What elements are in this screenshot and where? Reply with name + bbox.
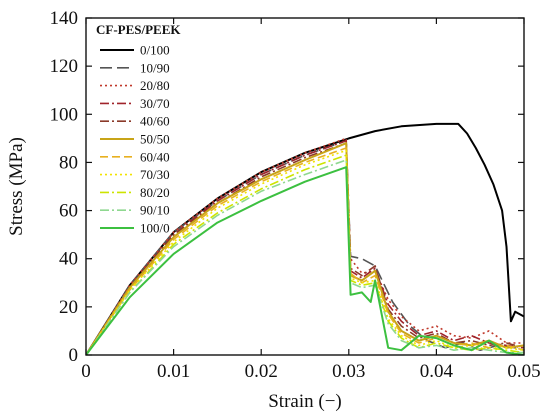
x-tick-label: 0: [81, 361, 91, 382]
series-line-70-30: [86, 149, 524, 355]
series-line-60-40: [86, 147, 524, 355]
series-line-100-0: [86, 166, 524, 355]
series-line-40-60: [86, 142, 524, 355]
y-tick-label: 0: [69, 345, 79, 366]
legend-label-40-60: 40/60: [140, 114, 170, 129]
series-layer: [86, 122, 524, 355]
y-tick-label: 60: [59, 201, 78, 222]
legend-label-20-80: 20/80: [140, 78, 170, 93]
plot-frame: [85, 17, 525, 356]
y-tick-label: 140: [50, 8, 79, 29]
series-line-30-70: [86, 140, 524, 355]
x-tick-label: 0.03: [332, 361, 365, 382]
legend-label-100-0: 100/0: [140, 221, 170, 236]
series-line-0-100: [86, 122, 524, 355]
y-tick-label: 20: [59, 297, 78, 318]
y-tick-label: 120: [50, 56, 79, 77]
legend-label-80-20: 80/20: [140, 185, 170, 200]
ticks-layer: 0 0.01 0.02 0.03 0.04 0.05 0 20 40 60 80 100 120 140: [50, 8, 541, 382]
legend-title: CF-PES/PEEK: [96, 22, 181, 37]
legend-label-70-30: 70/30: [140, 167, 170, 182]
x-axis-title: Strain (−): [268, 391, 342, 412]
y-axis-title: Stress (MPa): [6, 137, 27, 236]
legend-label-0-100: 0/100: [140, 43, 170, 58]
y-tick-label: 100: [50, 104, 79, 125]
legend-label-60-40: 60/40: [140, 149, 170, 164]
legend-label-10-90: 10/90: [140, 60, 170, 75]
legend-items: 0/100 10/90 20/80 30/70 40/60 50/50 60/40 70/30…: [100, 43, 170, 236]
legend-label-90-10: 90/10: [140, 203, 170, 218]
legend: CF-PES/PEEK 0/100 10/90 20/80 30/70 40/60 50/…: [96, 22, 181, 236]
x-tick-label: 0.02: [245, 361, 278, 382]
x-tick-label: 0.05: [507, 361, 540, 382]
series-line-80-20: [86, 154, 524, 355]
y-tick-label: 40: [59, 249, 78, 270]
x-tick-label: 0.04: [420, 361, 454, 382]
legend-label-50-50: 50/50: [140, 132, 170, 147]
legend-label-30-70: 30/70: [140, 96, 170, 111]
y-tick-label: 80: [59, 152, 78, 173]
x-tick-label: 0.01: [157, 361, 190, 382]
